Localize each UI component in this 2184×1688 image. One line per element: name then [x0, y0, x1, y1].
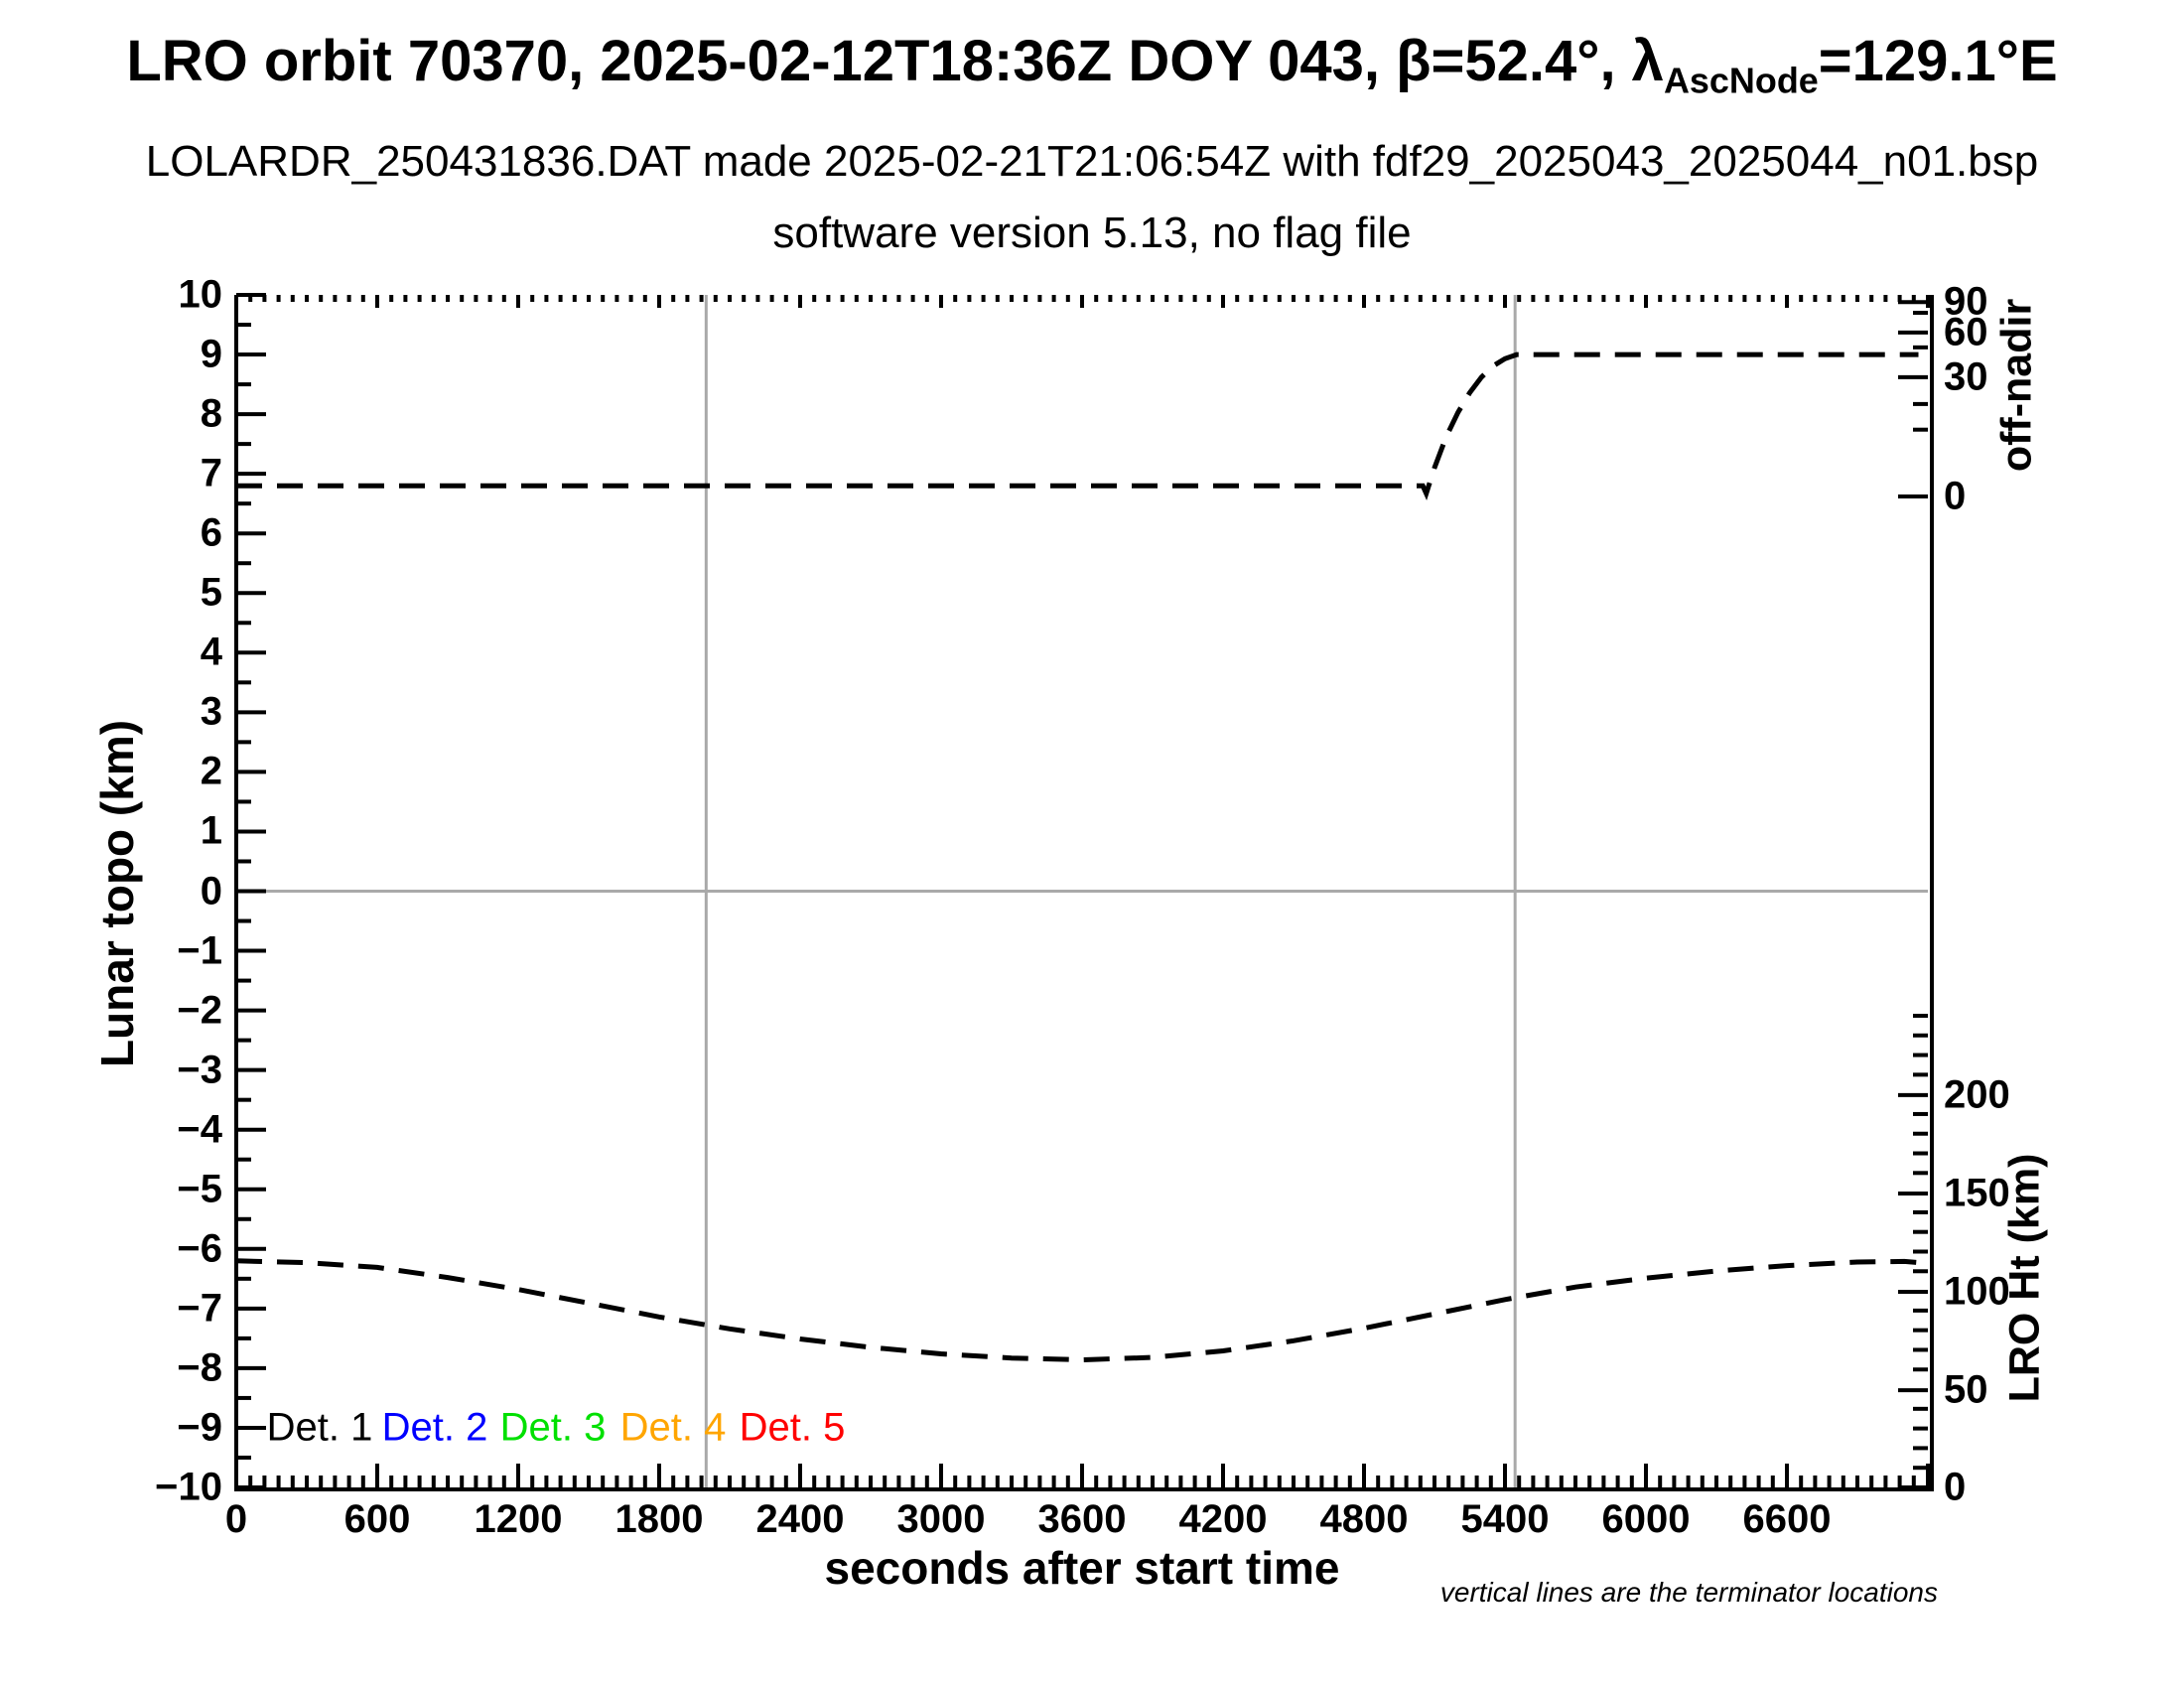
x-tick-label-0: 0 [224, 1497, 248, 1541]
y-left-tick-label--3: −3 [177, 1048, 222, 1092]
lro-ht-tick-label-100: 100 [1944, 1269, 2010, 1314]
y-axis-left-title: Lunar topo (km) [91, 719, 143, 1068]
plot-canvas [234, 293, 1930, 1489]
x-tick-label-5400: 5400 [1460, 1497, 1550, 1541]
x-tick-label-2400: 2400 [755, 1497, 845, 1541]
lro-ht-tick-label-150: 150 [1944, 1171, 2010, 1215]
title-subscript: AscNode [1663, 60, 1819, 101]
y-left-tick-label--10: −10 [155, 1465, 222, 1509]
title-main-text: LRO orbit 70370, 2025-02-12T18:36Z DOY 0… [126, 29, 1664, 93]
curve-off-nadir [236, 352, 1919, 500]
x-tick-label-3000: 3000 [896, 1497, 986, 1541]
x-tick-label-4200: 4200 [1178, 1497, 1268, 1541]
x-tick-label-1200: 1200 [474, 1497, 563, 1541]
x-tick-label-600: 600 [343, 1497, 411, 1541]
y-left-tick-label--6: −6 [177, 1226, 222, 1271]
y-axis-right-top-title: off-nadir [1992, 298, 2041, 473]
x-tick-label-6600: 6600 [1742, 1497, 1832, 1541]
y-left-tick-label-5: 5 [200, 570, 222, 615]
lro-ht-tick-label-200: 200 [1944, 1072, 2010, 1117]
y-left-tick-label--4: −4 [177, 1107, 222, 1152]
offnadir-tick-label-0: 0 [1944, 474, 1967, 518]
lro-ht-tick-label-50: 50 [1944, 1367, 1988, 1412]
x-tick-label-1800: 1800 [614, 1497, 704, 1541]
y-left-tick-label--2: −2 [177, 988, 222, 1033]
y-left-tick-label-10: 10 [178, 272, 223, 317]
offnadir-tick-label-30: 30 [1944, 354, 1988, 399]
y-left-tick-label-2: 2 [200, 749, 222, 793]
lro-ht-tick-label-0: 0 [1944, 1465, 1967, 1509]
y-left-tick-label--7: −7 [177, 1286, 222, 1331]
curve-lro-height [235, 1258, 1919, 1363]
y-left-tick-label-8: 8 [200, 391, 222, 436]
legend-det-4: Det. 4 [619, 1405, 727, 1450]
legend-det-2: Det. 2 [381, 1405, 488, 1450]
y-left-tick-label-0: 0 [200, 869, 222, 913]
y-left-tick-label--5: −5 [177, 1167, 222, 1211]
page-title: LRO orbit 70370, 2025-02-12T18:36Z DOY 0… [0, 28, 2184, 102]
x-tick-label-4800: 4800 [1319, 1497, 1409, 1541]
y-left-tick-label-3: 3 [200, 689, 222, 734]
y-left-tick-label-7: 7 [200, 451, 222, 495]
subtitle-software-version: software version 5.13, no flag file [772, 209, 1412, 257]
x-tick-label-3600: 3600 [1037, 1497, 1127, 1541]
x-tick-label-6000: 6000 [1601, 1497, 1691, 1541]
offnadir-tick-label-60: 60 [1944, 310, 1988, 354]
title-suffix-text: =129.1°E [1818, 29, 2058, 93]
y-left-tick-label-9: 9 [200, 332, 222, 376]
legend-det-1: Det. 1 [266, 1405, 373, 1450]
terminator-note: vertical lines are the terminator locati… [1439, 1577, 1938, 1608]
y-left-tick-label-6: 6 [200, 510, 222, 555]
y-left-tick-label-4: 4 [200, 630, 222, 674]
y-left-tick-label-1: 1 [200, 808, 222, 853]
subtitle-filename: LOLARDR_250431836.DAT made 2025-02-21T21… [145, 137, 2039, 186]
y-left-tick-label--1: −1 [177, 928, 222, 973]
x-axis-title: seconds after start time [824, 1542, 1340, 1594]
legend-det-3: Det. 3 [499, 1405, 607, 1450]
legend-det-5: Det. 5 [739, 1405, 846, 1450]
plot-area: 0 600 1200 1800 2400 3000 3600 4200 4800 5400 6000… [155, 273, 2010, 1542]
y-axis-right-bottom-title: LRO Ht (km) [2000, 1153, 2049, 1403]
y-left-tick-label--9: −9 [177, 1405, 222, 1450]
y-left-tick-label--8: −8 [177, 1345, 222, 1390]
offnadir-tick-label-90: 90 [1944, 279, 1988, 324]
